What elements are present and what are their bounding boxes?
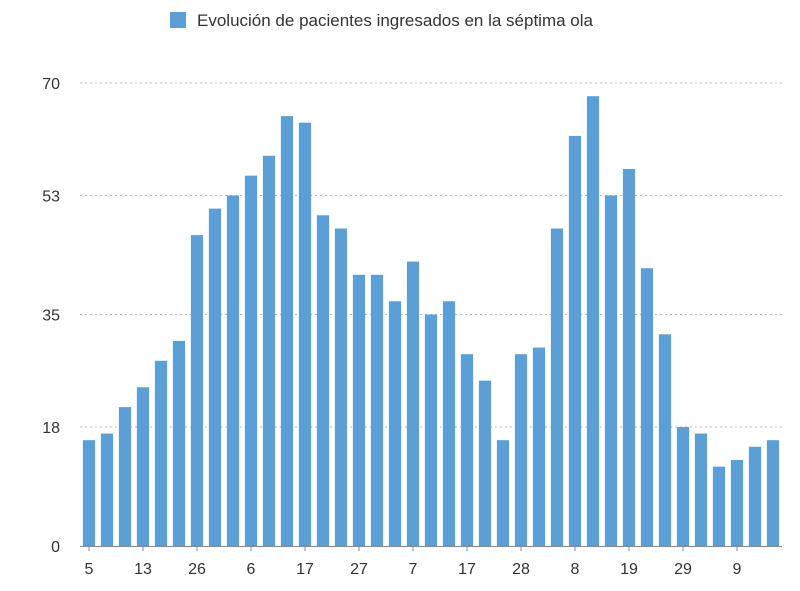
legend: Evolución de pacientes ingresados en la … xyxy=(170,11,594,30)
bar xyxy=(676,426,690,546)
bar xyxy=(496,440,510,546)
bar xyxy=(712,466,726,546)
x-tick-label: 29 xyxy=(674,561,692,578)
bar xyxy=(424,314,438,546)
bar xyxy=(100,433,114,546)
x-tick-label: 13 xyxy=(134,561,152,578)
bar xyxy=(298,122,312,546)
bar xyxy=(640,268,654,546)
bar xyxy=(622,168,636,547)
bar xyxy=(226,195,240,546)
x-tick-label: 27 xyxy=(350,561,368,578)
bar xyxy=(460,354,474,546)
bar xyxy=(208,208,222,547)
bar xyxy=(748,446,762,546)
bar xyxy=(352,274,366,546)
bar xyxy=(172,340,186,546)
y-tick-label: 35 xyxy=(42,308,60,325)
x-tick-label: 17 xyxy=(458,561,476,578)
y-tick-label: 18 xyxy=(42,420,60,437)
bar xyxy=(766,440,780,546)
x-tick-label: 9 xyxy=(733,561,742,578)
y-tick-label: 53 xyxy=(42,188,60,205)
y-tick-label: 70 xyxy=(42,76,60,93)
x-tick-label: 19 xyxy=(620,561,638,578)
bar xyxy=(334,228,348,546)
bar xyxy=(262,155,276,546)
bar xyxy=(406,261,420,546)
x-tick-label: 17 xyxy=(296,561,314,578)
bar xyxy=(730,460,744,546)
x-tick-label: 5 xyxy=(85,561,94,578)
bar xyxy=(568,135,582,546)
bar xyxy=(154,360,168,546)
y-tick-label: 0 xyxy=(51,539,60,556)
bar xyxy=(136,387,150,546)
bar xyxy=(280,116,294,546)
bar xyxy=(388,301,402,546)
y-axis: 0 18 35 53 70 xyxy=(42,76,60,556)
bar xyxy=(604,195,618,546)
bar xyxy=(316,215,330,547)
bar xyxy=(514,354,528,546)
bar xyxy=(118,407,132,546)
bar xyxy=(244,175,258,546)
bar xyxy=(550,228,564,546)
x-tick-label: 8 xyxy=(571,561,580,578)
x-tick-label: 7 xyxy=(409,561,418,578)
bar xyxy=(532,347,546,546)
bar xyxy=(82,440,96,546)
x-tick-label: 6 xyxy=(247,561,256,578)
legend-label: Evolución de pacientes ingresados en la … xyxy=(197,11,594,30)
bar xyxy=(586,96,600,546)
bar xyxy=(370,274,384,546)
bar xyxy=(658,334,672,546)
bar xyxy=(694,433,708,546)
legend-swatch xyxy=(170,12,186,28)
x-tick-label: 26 xyxy=(188,561,206,578)
bar xyxy=(478,380,492,546)
bar xyxy=(442,301,456,546)
x-tick-label: 28 xyxy=(512,561,530,578)
bars xyxy=(82,96,780,547)
bar xyxy=(190,235,204,546)
x-axis: 5 13 26 6 17 27 7 17 28 8 19 29 9 xyxy=(80,546,782,578)
